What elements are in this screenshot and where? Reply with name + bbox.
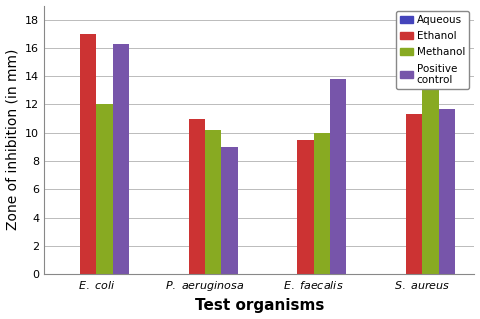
Bar	[297, 140, 313, 274]
X-axis label: Test organisms: Test organisms	[194, 299, 324, 314]
Bar	[439, 109, 455, 274]
Bar	[422, 34, 439, 274]
Legend: Aqueous, Ethanol, Methanol, Positive
control: Aqueous, Ethanol, Methanol, Positive con…	[396, 11, 469, 89]
Bar	[96, 104, 113, 274]
Bar	[221, 147, 238, 274]
Bar	[406, 114, 422, 274]
Y-axis label: Zone of inhibition (in mm): Zone of inhibition (in mm)	[6, 49, 20, 231]
Bar	[313, 133, 330, 274]
Bar	[189, 119, 205, 274]
Bar	[330, 79, 346, 274]
Bar	[205, 130, 221, 274]
Bar	[113, 44, 129, 274]
Bar	[80, 34, 96, 274]
